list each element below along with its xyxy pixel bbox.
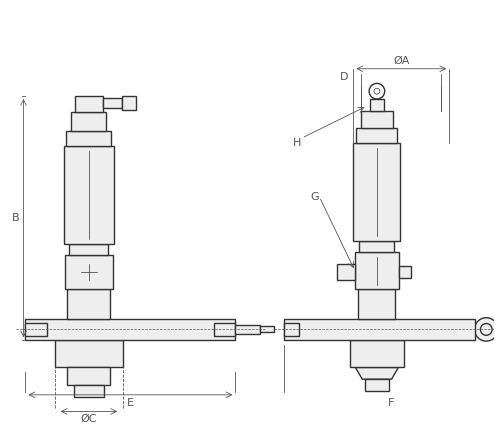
Polygon shape [26,319,236,340]
Polygon shape [72,112,106,131]
Text: G: G [310,192,318,201]
Polygon shape [358,289,396,319]
Polygon shape [356,128,398,143]
Polygon shape [354,143,401,241]
Polygon shape [399,266,410,278]
Polygon shape [70,244,108,255]
Text: B: B [12,213,20,223]
Polygon shape [66,131,112,146]
Polygon shape [355,252,399,289]
Polygon shape [350,340,404,368]
Polygon shape [370,99,384,111]
Polygon shape [284,323,299,336]
Text: D: D [340,71,348,82]
Polygon shape [102,98,122,108]
Polygon shape [122,96,136,110]
Polygon shape [236,325,260,334]
Polygon shape [64,255,114,289]
Polygon shape [68,289,110,319]
Text: F: F [388,398,394,408]
Text: E: E [127,398,134,408]
Circle shape [474,318,498,341]
Polygon shape [26,323,47,336]
Polygon shape [362,111,392,128]
Text: ØC: ØC [80,414,97,424]
Polygon shape [356,368,399,379]
Text: ØA: ØA [393,56,409,66]
Polygon shape [74,385,104,397]
Polygon shape [365,379,388,391]
Polygon shape [214,323,236,336]
Polygon shape [54,340,123,368]
Polygon shape [360,241,394,252]
Polygon shape [75,96,102,112]
Polygon shape [338,264,355,280]
Polygon shape [284,319,474,340]
Text: H: H [292,138,301,148]
Polygon shape [68,368,110,385]
Polygon shape [64,146,114,244]
Polygon shape [77,259,101,286]
Polygon shape [260,326,274,332]
